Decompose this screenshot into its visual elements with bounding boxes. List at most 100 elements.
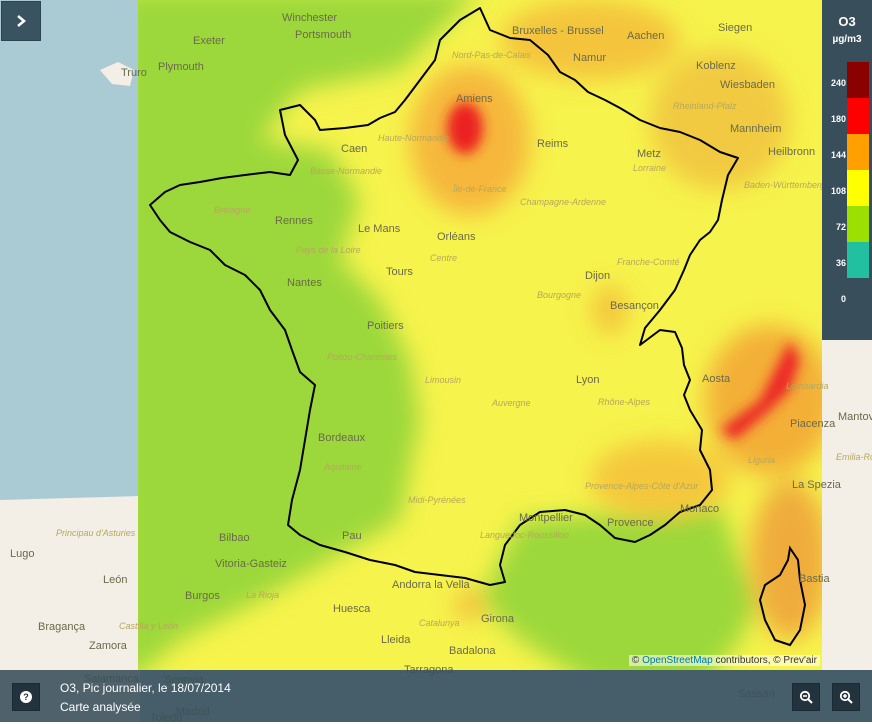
place-label: Koblenz	[696, 60, 736, 72]
ozone-legend: O3 µg/m3 240 180 144 108 72 36 0	[822, 0, 872, 340]
region-label: Bretagne	[214, 205, 251, 215]
place-label: León	[103, 574, 128, 586]
bottom-info-bar	[0, 670, 872, 722]
region-label: Haute-Normandie	[378, 133, 450, 143]
legend-swatch	[847, 98, 869, 134]
region-label: Midi-Pyrénées	[408, 495, 466, 505]
place-label: Girona	[481, 613, 515, 625]
place-label: Amiens	[456, 93, 493, 105]
zoom-in-icon	[839, 690, 853, 704]
help-button[interactable]: ?	[12, 683, 40, 711]
region-label: Lombardia	[786, 381, 829, 391]
place-label: Orléans	[437, 231, 476, 243]
legend-tick: 240	[830, 78, 846, 88]
region-label: Poitou-Charentes	[327, 352, 398, 362]
place-label: Zamora	[89, 640, 127, 652]
legend-tick: 36	[835, 258, 846, 268]
region-label: Emilia-Ro	[836, 452, 872, 462]
zoom-in-button[interactable]	[832, 683, 860, 711]
region-label: Champagne-Ardenne	[520, 197, 607, 207]
place-label: Poitiers	[367, 320, 404, 332]
map-subtitle: Carte analysée	[60, 700, 141, 714]
place-label: Nantes	[287, 277, 322, 289]
region-label: Limousin	[425, 375, 462, 385]
region-label: Aquitaine	[324, 462, 362, 472]
place-label: Winchester	[282, 12, 338, 24]
legend-swatch	[847, 170, 869, 206]
legend-swatch	[847, 242, 869, 278]
region-label: Île-de-France	[453, 184, 507, 194]
legend-swatch	[847, 134, 869, 170]
place-label: Piacenza	[790, 418, 836, 430]
zoom-out-icon	[799, 690, 813, 704]
chevron-right-icon	[17, 15, 26, 27]
legend-tick: 0	[840, 294, 846, 304]
place-label: Dijon	[585, 270, 611, 282]
place-label: Monaco	[680, 503, 720, 515]
legend-tick: 144	[830, 150, 846, 160]
place-label: Andorra la Vella	[392, 579, 470, 591]
place-label: Lugo	[10, 548, 35, 560]
legend-pollutant: O3	[838, 14, 856, 29]
region-label: Pays de la Loire	[296, 245, 361, 255]
legend-tick: 180	[830, 114, 846, 124]
region-label: Provence-Alpes-Côte d'Azur	[585, 481, 699, 491]
legend-unit: µg/m3	[832, 34, 862, 45]
legend-tick: 72	[835, 222, 846, 232]
place-label: Mannheim	[730, 123, 782, 135]
region-label: La Rioja	[246, 590, 280, 600]
zoom-out-button[interactable]	[792, 683, 820, 711]
map-attribution: © OpenStreetMap contributors, © Prev'air	[628, 655, 820, 666]
place-label: Caen	[341, 143, 368, 155]
place-label: Aosta	[702, 373, 731, 385]
region-label: Principau d'Asturies	[56, 528, 136, 538]
place-label: Le Mans	[358, 223, 401, 235]
place-label: Truro	[121, 67, 147, 79]
region-label: Castilla y León	[119, 621, 179, 631]
region-label: Languedoc-Roussillon	[480, 530, 570, 540]
legend-tick: 108	[830, 186, 846, 196]
place-label: Wiesbaden	[720, 79, 776, 91]
place-label: Lleida	[381, 634, 411, 646]
region-label: Basse-Normandie	[310, 166, 383, 176]
place-label: Portsmouth	[295, 29, 352, 41]
region-label: Baden-Württemberg	[744, 180, 826, 190]
place-label: Pau	[342, 530, 362, 542]
region-label: Franche-Comté	[617, 257, 680, 267]
place-label: Tours	[386, 266, 413, 278]
map-title: O3, Pic journalier, le 18/07/2014	[60, 681, 231, 695]
expand-panel-button[interactable]	[1, 1, 41, 41]
place-label: Provence	[607, 517, 654, 529]
attribution-prefix: ©	[631, 655, 640, 666]
legend-swatch	[847, 62, 869, 98]
place-label: Badalona	[449, 645, 496, 657]
place-label: Namur	[573, 52, 607, 64]
openstreetmap-link[interactable]: OpenStreetMap	[642, 655, 713, 666]
place-label: Exeter	[193, 35, 225, 47]
place-label: Aachen	[627, 30, 665, 42]
place-label: Vitoria-Gasteiz	[215, 558, 287, 570]
place-label: Burgos	[185, 590, 220, 602]
place-label: Reims	[537, 138, 569, 150]
place-label: Plymouth	[158, 61, 204, 73]
region-label: Auvergne	[492, 398, 531, 408]
region-label: Centre	[430, 253, 458, 263]
region-label: Liguria	[748, 455, 776, 465]
place-label: La Spezia	[792, 479, 841, 491]
place-label: Rennes	[275, 215, 313, 227]
region-label: Bourgogne	[537, 290, 582, 300]
attribution-rest: contributors, © Prev'air	[715, 655, 817, 666]
legend-swatch	[847, 206, 869, 242]
region-label: Rheinland-Pfalz	[673, 101, 737, 111]
place-label: Huesca	[333, 603, 371, 615]
place-label: Bordeaux	[318, 432, 366, 444]
place-label: Heilbronn	[768, 146, 816, 158]
place-label: Montpellier	[519, 512, 573, 524]
place-label: Siegen	[718, 22, 753, 34]
region-label: Lorraine	[633, 163, 667, 173]
region-label: Catalunya	[419, 618, 460, 628]
place-label: Lyon	[576, 374, 600, 386]
place-label: Bruxelles - Brussel	[512, 25, 604, 37]
place-label: Besançon	[610, 300, 659, 312]
